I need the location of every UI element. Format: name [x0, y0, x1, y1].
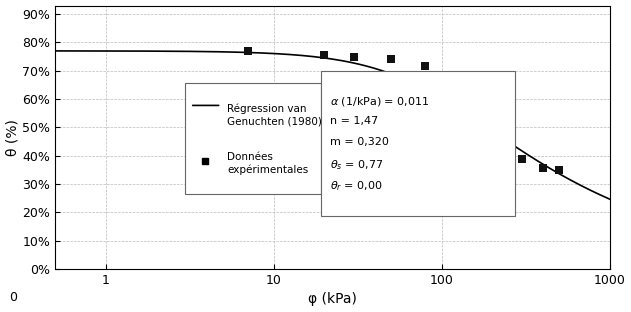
- Text: Données
expérimentales: Données expérimentales: [227, 152, 309, 175]
- Point: [487, 127, 497, 132]
- Point: [349, 54, 359, 59]
- Point: [437, 74, 447, 79]
- FancyBboxPatch shape: [321, 71, 516, 216]
- Text: $\theta_s$ = 0,77: $\theta_s$ = 0,77: [329, 158, 383, 172]
- Text: $\theta_r$ = 0,00: $\theta_r$ = 0,00: [329, 179, 382, 193]
- Text: Régression van
Genuchten (1980): Régression van Genuchten (1980): [227, 103, 322, 126]
- Point: [319, 53, 329, 58]
- Point: [554, 168, 564, 173]
- X-axis label: φ (kPa): φ (kPa): [308, 292, 357, 306]
- Point: [386, 57, 396, 62]
- Point: [242, 48, 252, 53]
- Text: m = 0,320: m = 0,320: [329, 137, 389, 147]
- Y-axis label: θ (%): θ (%): [6, 119, 20, 156]
- Point: [466, 102, 476, 107]
- Text: $\alpha$ (1/kPa) = 0,011: $\alpha$ (1/kPa) = 0,011: [329, 95, 429, 108]
- Text: n = 1,47: n = 1,47: [329, 116, 378, 126]
- FancyBboxPatch shape: [186, 83, 321, 194]
- Point: [504, 143, 514, 148]
- Text: 0: 0: [9, 291, 18, 305]
- Point: [538, 165, 548, 170]
- Point: [517, 156, 527, 161]
- Point: [450, 88, 460, 93]
- Point: [420, 63, 430, 68]
